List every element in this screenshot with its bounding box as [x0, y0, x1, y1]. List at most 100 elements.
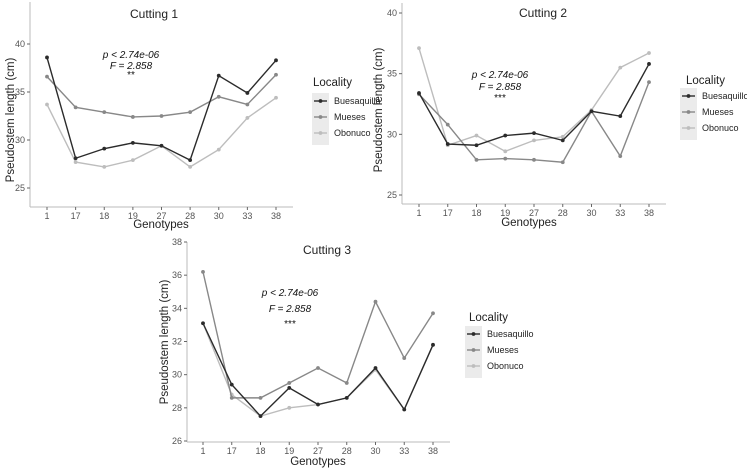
data-point-buesaquillo [258, 414, 263, 419]
legend-key-point [318, 99, 323, 103]
data-point-obonuco [560, 134, 565, 139]
data-point-buesaquillo [102, 146, 107, 151]
x-tick-label: 17 [443, 208, 453, 218]
y-tick-label: 36 [172, 270, 182, 280]
data-point-buesaquillo [229, 382, 234, 387]
x-tick-label: 33 [242, 211, 252, 221]
data-point-mueses [216, 94, 221, 99]
x-tick-label: 38 [271, 211, 281, 221]
data-point-mueses [445, 122, 450, 127]
data-point-buesaquillo [245, 91, 250, 95]
y-tick-label: 25 [387, 190, 397, 200]
data-point-buesaquillo [316, 402, 320, 407]
chart-cutting-3: Cutting 3 Genotypes Pseudostem length (c… [159, 237, 534, 468]
legend-title: Locality [469, 312, 508, 324]
f-value-annotation: F = 2.858 [269, 304, 312, 315]
y-tick-label: 35 [387, 69, 397, 79]
data-point-mueses [373, 299, 378, 304]
data-point-mueses [402, 356, 407, 360]
legend-title: Locality [686, 75, 725, 87]
data-point-buesaquillo [560, 138, 565, 143]
x-tick-label: 17 [227, 446, 237, 456]
data-point-obonuco [130, 158, 135, 163]
data-point-obonuco [274, 95, 278, 100]
y-tick-label: 30 [387, 129, 397, 139]
x-tick-label: 1 [200, 446, 205, 456]
data-point-buesaquillo [474, 143, 479, 148]
chart-title: Cutting 2 [519, 6, 567, 20]
data-point-mueses [274, 72, 278, 77]
legend-label-mueses: Mueses [702, 107, 734, 117]
y-tick-label: 30 [15, 135, 25, 145]
data-point-mueses [431, 311, 435, 316]
x-tick-label: 38 [428, 446, 438, 456]
data-point-obonuco [647, 51, 651, 55]
x-tick-label: 18 [255, 446, 265, 456]
y-tick-label: 25 [15, 183, 25, 193]
data-point-buesaquillo [188, 158, 193, 163]
data-point-buesaquillo [130, 140, 135, 145]
data-point-obonuco [618, 65, 623, 70]
data-point-obonuco [532, 138, 536, 143]
legend-label-mueses: Mueses [334, 112, 366, 122]
data-point-mueses [503, 156, 508, 161]
p-value-annotation: p < 2.74e-06 [261, 288, 319, 299]
x-tick-label: 27 [156, 211, 166, 221]
x-tick-label: 30 [586, 208, 596, 218]
data-point-mueses [229, 395, 234, 400]
data-point-mueses [45, 74, 49, 79]
data-point-mueses [258, 395, 263, 400]
x-tick-label: 19 [500, 208, 510, 218]
data-point-obonuco [188, 164, 193, 169]
data-point-buesaquillo [274, 58, 278, 63]
data-point-mueses [532, 157, 536, 162]
data-point-mueses [647, 80, 651, 85]
x-axis-title: Genotypes [133, 219, 189, 231]
y-tick-label: 38 [172, 237, 182, 247]
x-tick-label: 33 [399, 446, 409, 456]
x-tick-label: 17 [71, 211, 81, 221]
data-point-buesaquillo [589, 109, 594, 114]
x-tick-label: 28 [185, 211, 195, 221]
x-tick-label: 28 [342, 446, 352, 456]
data-point-mueses [560, 160, 565, 165]
x-tick-label: 18 [471, 208, 481, 218]
legend-key-background [680, 88, 697, 140]
data-point-mueses [73, 105, 78, 110]
x-tick-label: 1 [416, 208, 421, 218]
data-point-buesaquillo [503, 133, 508, 138]
data-point-buesaquillo [402, 407, 407, 412]
f-value-annotation: F = 2.858 [110, 61, 153, 72]
x-tick-label: 19 [128, 211, 138, 221]
data-point-obonuco [73, 160, 78, 164]
p-value-annotation: p < 2.74e-06 [471, 70, 529, 81]
legend-key-point [471, 332, 476, 336]
data-point-buesaquillo [201, 321, 205, 326]
x-axis-title: Genotypes [501, 217, 557, 229]
data-point-mueses [344, 381, 349, 385]
x-tick-label: 38 [644, 208, 654, 218]
significance-stars: *** [494, 93, 506, 104]
y-axis-title: Pseudostem length (cm) [5, 58, 17, 183]
y-tick-label: 35 [15, 87, 25, 97]
legend-label-buesaquillo: Buesaquillo [487, 329, 534, 339]
x-tick-label: 27 [313, 446, 323, 456]
y-axis-title: Pseudostem length (cm) [159, 280, 171, 405]
data-point-obonuco [216, 147, 221, 152]
data-point-buesaquillo [73, 156, 78, 161]
legend-key-point [318, 115, 323, 119]
legend-label-buesaquillo: Buesaquillo [702, 91, 747, 101]
data-point-buesaquillo [417, 91, 421, 95]
significance-stars: ** [127, 70, 135, 81]
legend-key-point [686, 126, 691, 130]
x-tick-label: 28 [558, 208, 568, 218]
data-point-buesaquillo [373, 366, 378, 370]
x-tick-label: 19 [284, 446, 294, 456]
y-tick-label: 26 [172, 436, 182, 446]
data-point-mueses [130, 115, 135, 119]
y-tick-label: 34 [172, 303, 182, 313]
y-tick-label: 32 [172, 337, 182, 347]
data-point-obonuco [245, 116, 250, 120]
chart-cutting-1: Cutting 1 Genotypes Pseudostem length (c… [5, 2, 381, 231]
